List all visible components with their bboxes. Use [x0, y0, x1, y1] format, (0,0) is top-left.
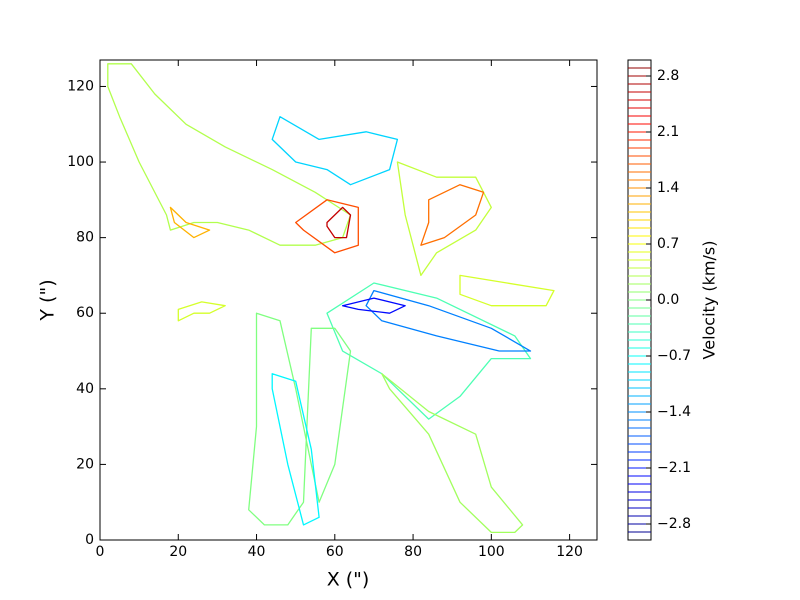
- contour-line: [365, 289, 532, 352]
- contour-line: [107, 63, 352, 246]
- colorbar-tick-label: 2.1: [657, 124, 679, 140]
- y-tick-label: 60: [76, 305, 94, 321]
- x-tick-label: 20: [169, 544, 187, 560]
- contour-line: [271, 116, 399, 186]
- x-axis-label: X ("): [327, 569, 370, 591]
- y-tick-label: 120: [67, 78, 94, 94]
- colorbar-tick-label: −2.1: [657, 460, 691, 476]
- x-tick-label: 120: [556, 544, 583, 560]
- colorbar-tick-label: −1.4: [657, 404, 691, 420]
- colorbar-tick-label: 2.8: [657, 68, 679, 84]
- colorbar-tick-label: 0.7: [657, 236, 679, 252]
- y-tick-label: 40: [76, 381, 94, 397]
- contour-line: [169, 206, 211, 239]
- contour-line: [177, 301, 226, 322]
- y-tick-label: 80: [76, 230, 94, 246]
- contour-line: [326, 206, 352, 239]
- contour-line: [326, 282, 532, 420]
- contour-line: [341, 297, 406, 314]
- contour-line: [295, 199, 359, 254]
- colorbar-tick-label: −2.8: [657, 516, 691, 532]
- x-tick-label: 100: [478, 544, 505, 560]
- y-tick-label: 0: [85, 532, 94, 548]
- x-tick-label: 80: [404, 544, 422, 560]
- contour-line: [396, 161, 492, 277]
- contour-line: [271, 373, 320, 526]
- x-tick-label: 0: [96, 544, 105, 560]
- colorbar-label: Velocity (km/s): [700, 241, 719, 360]
- y-axis-label: Y ("): [37, 279, 59, 321]
- y-tick-label: 20: [76, 456, 94, 472]
- contour-line: [381, 373, 524, 534]
- y-tick-label: 100: [67, 154, 94, 170]
- colorbar-tick-label: 1.4: [657, 180, 679, 196]
- colorbar-tick-label: −0.7: [657, 348, 691, 364]
- contour-line: [248, 312, 352, 526]
- x-tick-label: 40: [248, 544, 266, 560]
- x-tick-label: 60: [326, 544, 344, 560]
- plot-frame: [99, 59, 598, 541]
- contour-line: [420, 184, 485, 246]
- contour-line: [459, 274, 555, 307]
- colorbar-tick-label: 0.0: [657, 292, 679, 308]
